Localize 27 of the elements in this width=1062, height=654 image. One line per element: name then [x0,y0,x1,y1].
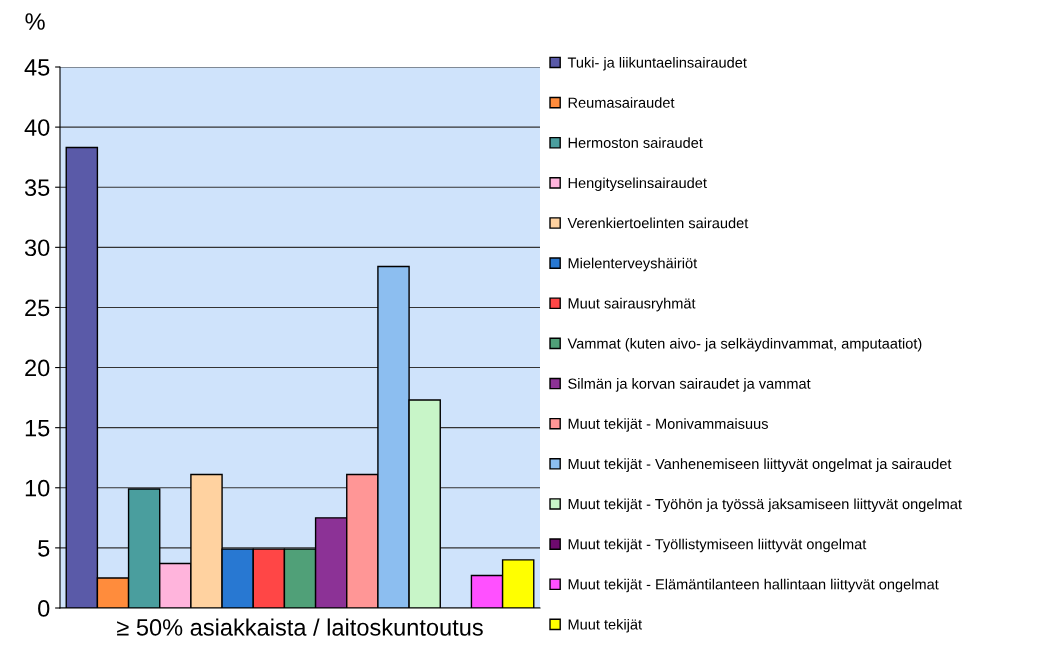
legend-label: Muut tekijät - Elämäntilanteen hallintaan liittyvät ongelmat [568,578,939,593]
legend-label: Muut tekijät - Monivammaisuus [568,418,768,432]
legend-label: Hermoston sairaudet [568,137,703,148]
y-tick-label: 0 [38,600,50,617]
legend-label: Mielenterveyshäiriöt [568,257,698,272]
y-tick-label: 10 [25,479,50,497]
x-axis-title: ≥ 50% asiakkaista / laitoskuntoutus [117,618,483,636]
legend-label: Tuki- ja liikuntaelinsairaudet [567,57,747,71]
legend-label: Silmän ja korvan sairaudet ja vammat [568,378,811,392]
legend-label: Verenkiertoelinten sairaudet [567,217,749,229]
y-tick-label: 30 [24,239,50,257]
y-tick-label: 35 [24,179,50,197]
y-tick-label: 45 [24,59,50,76]
legend-label: Vammat (kuten aivo- ja selkäydinvammat, amputaatiot) [567,337,922,352]
legend-label: Hengityselinsairaudet [568,177,707,191]
y-tick-label: 25 [25,299,50,317]
y-tick-label: 5 [38,540,50,557]
legend-label: Muut sairausryhmät [568,297,696,312]
y-tick-label: 40 [24,119,50,136]
y-tick-label: 15 [25,419,50,437]
y-axis-title: % [25,13,45,30]
legend-label: Muut tekijät [568,618,642,633]
legend-label: Muut tekijät - Vanhenemiseen liittyvät ongelmat ja sairaudet [568,458,952,472]
y-tick-label: 20 [25,359,50,377]
legend-label: Reumasairaudet [568,97,675,108]
legend-label: Muut tekijät - Työhön ja työssä jaksamiseen liittyvät ongelmat [568,498,962,513]
legend-label: Muut tekijät - Työllistymiseen liittyvät ongelmat [568,538,867,553]
